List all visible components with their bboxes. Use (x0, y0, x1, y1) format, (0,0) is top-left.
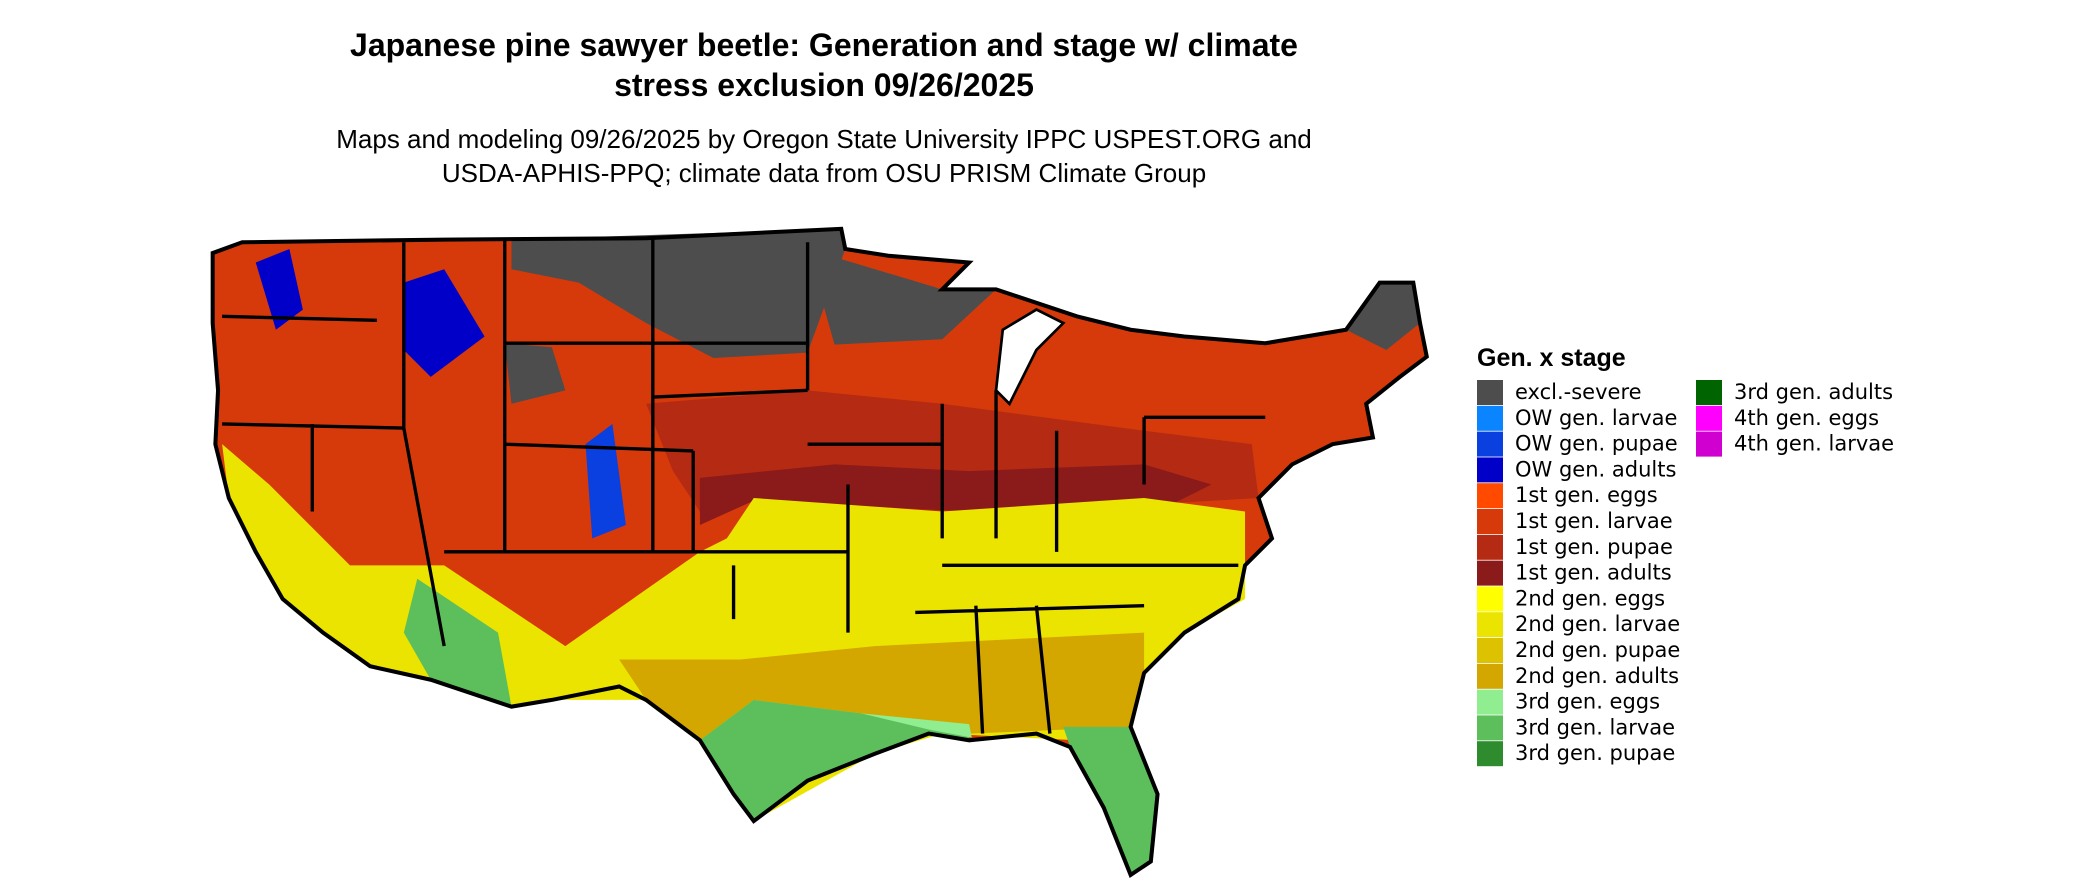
legend-label: 2nd gen. pupae (1515, 638, 1680, 662)
legend-label: 3rd gen. pupae (1515, 741, 1675, 765)
region (585, 423, 626, 539)
map (210, 226, 1429, 878)
legend-swatch (1477, 483, 1503, 509)
legend-label: OW gen. pupae (1515, 432, 1678, 456)
legend-label: 2nd gen. eggs (1515, 586, 1665, 610)
region (807, 249, 997, 345)
legend-label: 1st gen. pupae (1515, 535, 1673, 559)
legend-label: OW gen. larvae (1515, 406, 1677, 430)
legend-label: 1st gen. adults (1515, 561, 1672, 585)
title-line: Japanese pine sawyer beetle: Generation … (350, 27, 1298, 63)
region (504, 343, 566, 404)
legend-swatch (1477, 741, 1503, 767)
legend-swatch (1477, 663, 1503, 689)
legend-swatch (1477, 612, 1503, 638)
region (403, 269, 485, 377)
legend-swatch (1477, 638, 1503, 663)
region (699, 699, 970, 822)
legend-swatch (1477, 534, 1503, 560)
region (255, 249, 303, 330)
region (403, 578, 512, 707)
legend-label: OW gen. adults (1515, 457, 1676, 481)
region (1063, 726, 1158, 875)
legend-label: 3rd gen. eggs (1515, 690, 1660, 714)
legend-swatch (1696, 380, 1722, 405)
legend-label: 2nd gen. adults (1515, 664, 1679, 688)
legend-swatch (1477, 715, 1503, 741)
legend-swatch (1477, 509, 1503, 534)
legend-swatch (1477, 560, 1503, 586)
legend-label: 2nd gen. larvae (1515, 612, 1680, 636)
legend-label: 3rd gen. adults (1734, 380, 1893, 404)
legend-swatch (1477, 586, 1503, 612)
legend-title: Gen. x stage (1477, 344, 1626, 372)
legend-swatch (1477, 689, 1503, 715)
legend-swatch (1477, 380, 1503, 405)
subtitle-line: USDA-APHIS-PPQ; climate data from OSU PR… (442, 158, 1206, 188)
legend-swatch (1477, 405, 1503, 431)
title-line: stress exclusion 09/26/2025 (614, 67, 1034, 103)
legend-swatch (1477, 431, 1503, 457)
legend-swatch (1477, 457, 1503, 483)
legend-swatch (1696, 405, 1722, 431)
legend-label: 4th gen. larvae (1734, 432, 1894, 456)
region (619, 632, 1145, 741)
legend-label: excl.-severe (1515, 380, 1642, 404)
subtitle-line: Maps and modeling 09/26/2025 by Oregon S… (336, 124, 1312, 154)
legend-label: 3rd gen. larvae (1515, 715, 1675, 739)
region (1346, 282, 1421, 350)
state-lines (222, 238, 1266, 734)
legend-swatch (1696, 431, 1722, 457)
outline (210, 226, 1429, 878)
region (511, 228, 846, 359)
legend-label: 4th gen. eggs (1734, 406, 1879, 430)
legend-label: 1st gen. larvae (1515, 509, 1673, 533)
legend-label: 1st gen. eggs (1515, 483, 1658, 507)
region (861, 713, 972, 738)
